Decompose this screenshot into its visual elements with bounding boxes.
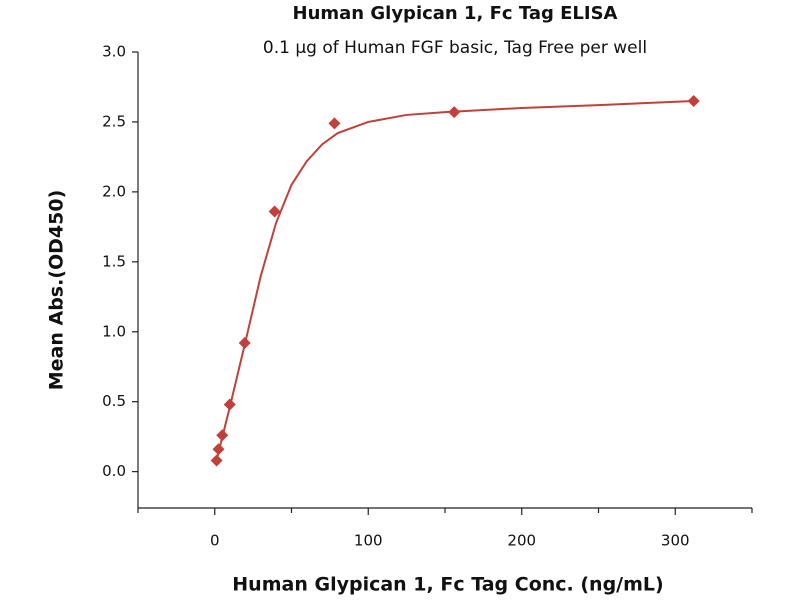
data-point xyxy=(238,336,251,349)
chart-title: Human Glypican 1, Fc Tag ELISA xyxy=(293,3,618,24)
x-tick-label: 200 xyxy=(507,532,536,550)
y-tick-label: 0.0 xyxy=(102,462,126,480)
y-tick-label: 1.0 xyxy=(102,322,126,340)
y-axis-label: Mean Abs.(OD450) xyxy=(46,190,68,391)
data-point xyxy=(212,443,225,456)
y-tick-label: 0.5 xyxy=(102,392,126,410)
y-tick-label: 1.5 xyxy=(102,252,126,270)
data-point xyxy=(448,106,461,119)
y-tick-label: 2.5 xyxy=(102,112,126,130)
data-point xyxy=(687,94,700,107)
data-point xyxy=(216,429,229,442)
x-tick-label: 300 xyxy=(661,532,690,550)
x-axis-label: Human Glypican 1, Fc Tag Conc. (ng/mL) xyxy=(232,574,663,596)
y-tick-label: 2.0 xyxy=(102,182,126,200)
data-point xyxy=(223,398,236,411)
fit-curve xyxy=(215,99,694,461)
data-point xyxy=(268,205,281,218)
x-tick-label: 100 xyxy=(354,532,383,550)
x-tick-label: 0 xyxy=(210,532,220,550)
chart-subtitle: 0.1 μg of Human FGF basic, Tag Free per … xyxy=(263,38,647,58)
y-tick-label: 3.0 xyxy=(102,43,126,61)
data-point xyxy=(328,117,341,130)
data-point xyxy=(210,454,223,467)
